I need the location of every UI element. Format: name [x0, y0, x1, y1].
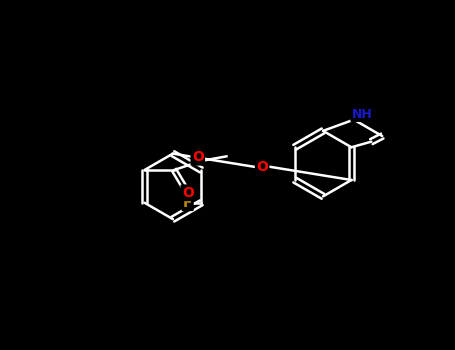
Text: O: O: [182, 186, 194, 200]
Text: NH: NH: [352, 108, 372, 121]
Text: O: O: [192, 150, 204, 164]
Text: O: O: [256, 160, 268, 174]
Text: F: F: [183, 196, 192, 210]
